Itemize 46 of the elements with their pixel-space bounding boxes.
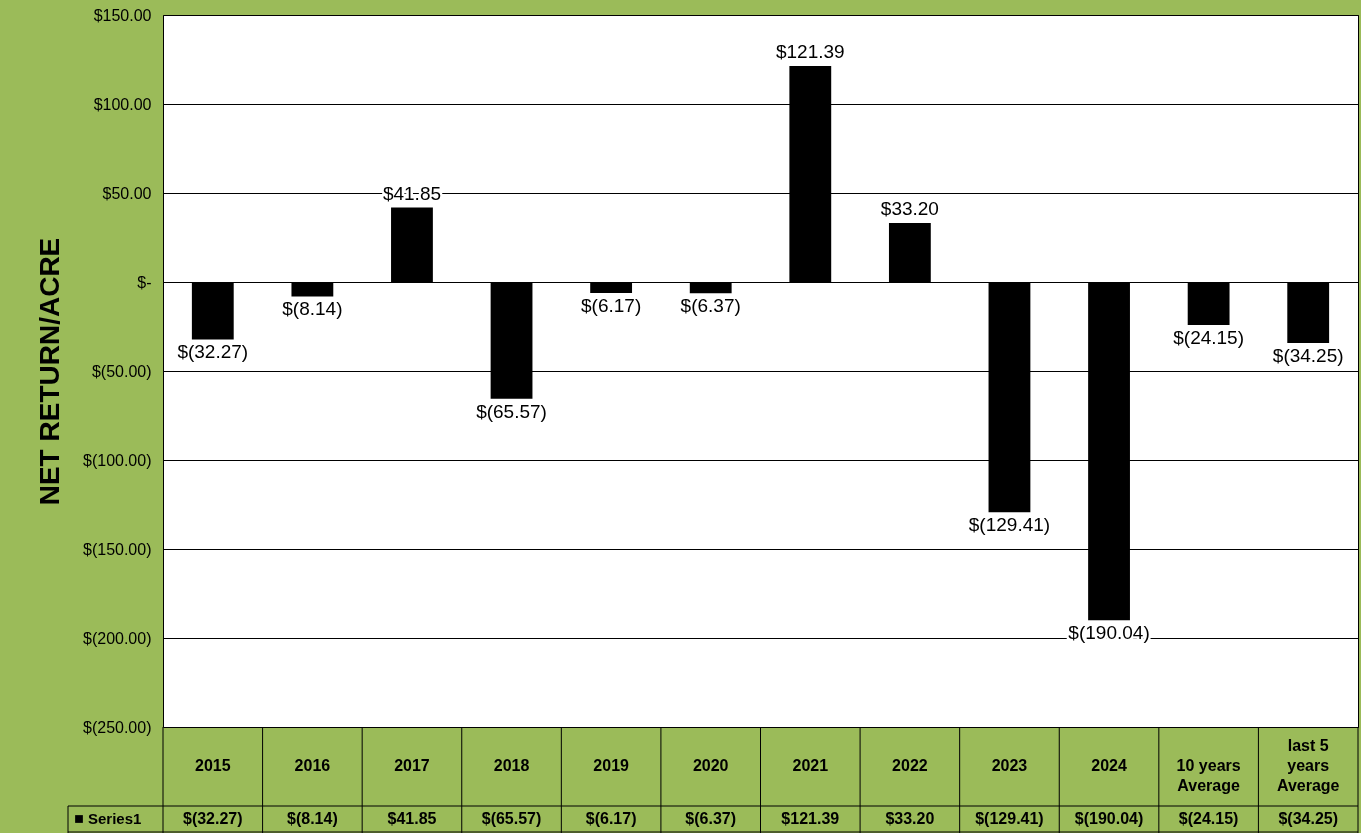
y-tick-label: $(50.00) (91, 362, 152, 380)
x-tick-label: 2019 (593, 756, 630, 774)
text: $(129.41) (975, 810, 1044, 827)
y-tick-label: $100.00 (93, 95, 152, 113)
text: $(24.15) (1178, 810, 1239, 827)
text: $(65.57) (476, 400, 547, 422)
text: $(24.15) (1173, 326, 1245, 348)
y-tick-label: $- (137, 273, 152, 291)
text: $(129.41) (968, 514, 1051, 536)
y-tick-label: $(200.00) (83, 629, 152, 647)
y-tick-label: $(250.00) (83, 718, 152, 736)
y-tick-label: $50.00 (102, 184, 152, 202)
text: $(65.57) (481, 810, 542, 827)
text: $(8.14) (287, 810, 338, 827)
y-tick-label: $(100.00) (83, 451, 152, 469)
text: $(8.14) (282, 298, 343, 320)
x-tick-label: 2015 (194, 756, 231, 774)
text: $(6.17) (585, 810, 637, 827)
x-tick-label: 10 years Average (1176, 756, 1241, 794)
x-tick-label: 2021 (792, 756, 829, 774)
x-tick-label: 2018 (493, 756, 530, 774)
x-tick-label: 2017 (394, 756, 430, 774)
text: $(34.25) (1278, 810, 1339, 827)
y-tick-label: $(150.00) (83, 540, 152, 558)
text: $33.20 (880, 197, 939, 219)
text: $(6.37) (685, 810, 737, 827)
text: $(32.27) (177, 341, 249, 363)
text: $(6.37) (680, 295, 741, 317)
x-tick-label: 2016 (294, 756, 331, 774)
text: $(6.17) (581, 294, 642, 316)
x-tick-label: 2022 (892, 756, 928, 774)
text: $33.20 (885, 810, 935, 827)
text: $(190.04) (1068, 622, 1150, 644)
text: $(34.25) (1272, 344, 1344, 366)
x-tick-label: 2020 (692, 756, 729, 774)
text: $41.85 (387, 810, 437, 827)
x-tick-label: 2023 (991, 756, 1028, 774)
y-tick-label: $150.00 (93, 6, 152, 24)
text: $121.39 (781, 810, 840, 827)
legend-label: Series1 (88, 810, 142, 827)
x-tick-label: 2024 (1091, 756, 1127, 774)
x-tick-label: last 5 years Average (1276, 736, 1340, 794)
y-axis-title: NET RETURN/ACRE (34, 237, 66, 506)
text: $121.39 (775, 40, 845, 62)
text: $(32.27) (182, 810, 243, 827)
text: $(190.04) (1074, 810, 1144, 827)
